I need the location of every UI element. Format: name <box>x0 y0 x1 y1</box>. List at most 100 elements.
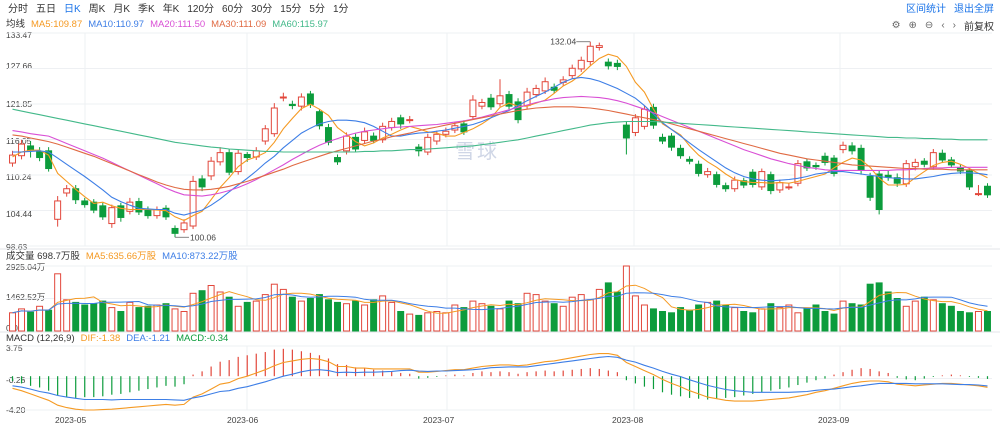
tab-8[interactable]: 60分 <box>222 4 244 15</box>
candle-body <box>135 201 143 213</box>
volume-bar <box>713 300 721 332</box>
volume-bar <box>90 303 98 332</box>
chart-tools: ⚙ ⊕ ⊖ ‹ › 前复权 <box>892 18 994 33</box>
volume-bar <box>270 283 278 332</box>
volume-bar <box>929 299 937 332</box>
volume-bar <box>406 313 414 332</box>
tab-4[interactable]: 月K <box>113 4 131 15</box>
ma30-value: MA30:111.09 <box>211 19 267 30</box>
candle-body <box>334 157 341 163</box>
volume-bar <box>848 303 856 332</box>
tab-12[interactable]: 1分 <box>332 4 349 15</box>
candle-body <box>695 163 703 174</box>
candle-body <box>45 150 53 170</box>
candle-body <box>189 180 197 227</box>
candle-body <box>469 99 477 118</box>
volume-bar <box>974 311 982 332</box>
candle-body <box>920 160 928 165</box>
volume-bar <box>758 308 766 332</box>
exit-fullscreen-button[interactable]: 退出全屏 <box>954 4 994 15</box>
next-icon[interactable]: › <box>952 20 956 31</box>
candle-body <box>839 144 847 151</box>
volume-bar <box>749 312 757 332</box>
tab-0[interactable]: 分时 <box>8 4 28 15</box>
volume-bar <box>198 290 206 332</box>
candle-body <box>785 186 793 189</box>
tab-2[interactable]: 日K <box>64 4 81 15</box>
tab-6[interactable]: 年K <box>162 4 180 15</box>
volume-bar <box>63 299 71 332</box>
volume-bar <box>288 296 296 332</box>
range-stats-button[interactable]: 区间统计 <box>906 4 946 15</box>
ma20-value: MA20:111.50 <box>150 19 206 30</box>
candle-body <box>297 96 305 107</box>
volume-bar <box>595 288 603 332</box>
volume-bar <box>433 311 441 332</box>
volume-bar <box>803 308 811 332</box>
volume-bar <box>252 300 260 332</box>
price-axis-label: 104.44 <box>6 209 32 219</box>
candle-body <box>243 153 251 159</box>
volume-bar <box>965 312 973 332</box>
volume-bar <box>577 294 585 332</box>
volume-bar <box>740 311 748 332</box>
volume-bar <box>306 298 314 332</box>
volume-bar <box>117 311 125 332</box>
tab-5[interactable]: 季K <box>138 4 155 15</box>
candle-body <box>568 67 576 77</box>
ma5-line <box>12 53 988 222</box>
gear-icon[interactable]: ⚙ <box>891 20 901 31</box>
candle-body <box>713 174 721 185</box>
volume-bar <box>604 282 612 332</box>
volume-bar <box>677 307 685 332</box>
tab-7[interactable]: 120分 <box>187 4 215 15</box>
candle-body <box>424 136 432 153</box>
candle-body <box>63 188 71 194</box>
candle-body <box>659 136 666 142</box>
volume-bar <box>857 304 865 332</box>
volume-bar <box>135 307 143 332</box>
high-marker-label: 132.04 <box>550 37 576 47</box>
candle-body <box>406 119 414 122</box>
zoom-out-icon[interactable]: ⊖ <box>924 20 934 31</box>
ma20-line <box>12 95 988 197</box>
date-axis-label: 2023-07 <box>423 415 455 425</box>
volume-bar <box>424 312 432 332</box>
volume-bar <box>532 294 540 332</box>
volume-bar <box>947 305 955 332</box>
prev-icon[interactable]: ‹ <box>941 20 945 31</box>
volume-bar <box>189 292 197 332</box>
candle-body <box>523 91 531 107</box>
tab-9[interactable]: 30分 <box>251 4 273 15</box>
candle-body <box>108 207 116 225</box>
candle-body <box>586 45 594 63</box>
volume-bar <box>388 301 396 332</box>
candle-body <box>460 123 468 133</box>
volume-bar <box>180 311 188 332</box>
volume-bar <box>207 285 215 332</box>
volume-bar <box>622 265 630 332</box>
period-tabs: 分时 五日 日K 周K 月K 季K 年K 120分 60分 30分 15分 5分 1分 <box>6 3 353 17</box>
candle-body <box>740 180 748 186</box>
tab-3[interactable]: 周K <box>88 4 106 15</box>
candle-body <box>397 117 405 125</box>
adjust-select[interactable]: 前复权 <box>964 22 994 33</box>
candle-body <box>9 154 16 164</box>
ma5-value: MA5:109.87 <box>31 19 83 30</box>
volume-bar <box>839 300 847 332</box>
volume-bar <box>984 311 991 332</box>
top-actions: 区间统计 退出全屏 <box>906 3 994 17</box>
volume-bar <box>126 301 134 332</box>
zoom-in-icon[interactable]: ⊕ <box>908 20 917 31</box>
volume-bar <box>279 288 287 332</box>
candle-body <box>622 124 630 139</box>
tab-1[interactable]: 五日 <box>36 4 56 15</box>
candle-body <box>984 185 991 196</box>
dif-value: DIF:-1.38 <box>80 333 121 344</box>
volume-bar <box>559 305 567 332</box>
volume-bar <box>875 282 883 332</box>
tab-10[interactable]: 15分 <box>280 4 302 15</box>
tab-11[interactable]: 5分 <box>309 4 325 15</box>
volume-bar <box>9 312 16 332</box>
